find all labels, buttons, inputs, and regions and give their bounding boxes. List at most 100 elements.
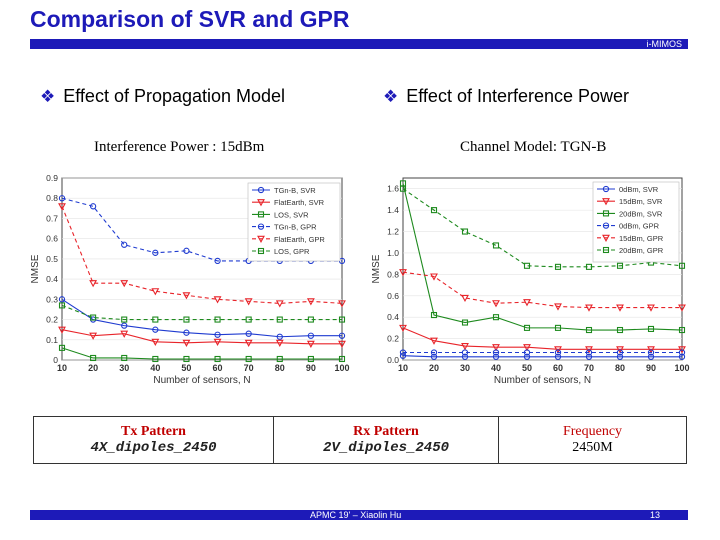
data-point	[430, 337, 438, 345]
rx-pattern-label: Rx Pattern	[353, 424, 419, 439]
y-tick-label: 0.4	[46, 274, 58, 284]
x-tick-label: 30	[119, 363, 129, 373]
data-point	[307, 332, 315, 339]
data-point	[585, 353, 593, 360]
data-point	[338, 300, 346, 308]
data-point	[89, 332, 98, 340]
data-point	[244, 339, 253, 347]
data-point	[245, 355, 252, 363]
data-point	[152, 355, 159, 363]
y-tick-label: 0.7	[46, 213, 58, 223]
y-tick-label: 0.2	[387, 334, 399, 344]
data-point	[678, 326, 686, 334]
frequency-cell: Frequency 2450M	[498, 416, 687, 464]
data-point	[523, 299, 531, 307]
series-line	[402, 355, 682, 358]
data-point	[276, 355, 283, 363]
y-tick-label: 1.6	[387, 184, 399, 194]
data-point	[213, 296, 222, 304]
data-point	[461, 319, 469, 326]
nmse-chart-propagation: 0 0.1 0.2 0.3 0.4 0.5 0.6 0.7 0.8 0.9 10 20 30 40 50 60…	[30, 173, 350, 386]
data-point	[616, 262, 624, 269]
data-point	[616, 326, 624, 334]
data-point	[90, 314, 97, 321]
data-point	[183, 355, 190, 363]
y-tick-label: 0.9	[46, 173, 58, 183]
data-point	[183, 329, 190, 336]
data-point	[647, 353, 655, 360]
data-point	[616, 304, 624, 312]
data-point	[307, 316, 314, 323]
data-point	[492, 242, 500, 249]
series-line	[402, 327, 682, 350]
x-tick-label: 10	[57, 363, 67, 373]
data-point	[461, 294, 469, 303]
data-point	[58, 302, 66, 309]
data-point	[647, 346, 655, 354]
y-tick-label: 0.2	[46, 315, 58, 325]
y-tick-label: 0.8	[387, 269, 399, 279]
data-point	[492, 344, 500, 352]
legend-marker	[602, 210, 610, 217]
legend-marker	[602, 198, 610, 206]
data-point	[89, 203, 97, 210]
data-point	[616, 346, 624, 354]
tx-pattern-label: Tx Pattern	[121, 424, 186, 439]
x-tick-label: 60	[553, 363, 563, 373]
legend-marker	[257, 247, 265, 255]
data-point	[58, 344, 66, 351]
legend-entry: 0dBm, GPR	[619, 222, 660, 231]
data-point	[213, 338, 222, 346]
data-point	[214, 316, 221, 323]
series-line	[61, 304, 342, 321]
x-tick-label: 80	[615, 363, 625, 373]
diamond-bullet-icon: ❖	[383, 87, 399, 106]
data-point	[307, 355, 314, 363]
x-tick-label: 80	[275, 363, 285, 373]
x-tick-label: 70	[244, 363, 254, 373]
data-point	[121, 354, 128, 362]
data-point	[461, 353, 469, 360]
data-point	[492, 314, 500, 321]
data-point	[678, 304, 686, 312]
legend-box	[592, 181, 680, 263]
x-tick-label: 20	[88, 363, 98, 373]
data-point	[121, 322, 128, 329]
legend-entry: LOS, GPR	[274, 247, 310, 256]
y-tick-label: 0.1	[46, 335, 58, 345]
y-tick-label: 1.2	[387, 227, 399, 237]
header-bar: i-MIMOS	[30, 39, 688, 49]
data-point	[244, 298, 253, 306]
series-line	[61, 206, 343, 304]
y-axis-label: NMSE	[30, 254, 41, 283]
x-axis-label: Number of sensors, N	[494, 375, 591, 386]
data-point	[399, 324, 407, 333]
data-point	[430, 273, 438, 281]
data-point	[338, 332, 346, 339]
x-tick-label: 100	[334, 363, 349, 373]
right-subheading: Channel Model: TGN-B	[460, 139, 607, 155]
data-point	[306, 298, 315, 306]
x-tick-label: 50	[522, 363, 532, 373]
data-point	[678, 262, 686, 269]
x-tick-label: 70	[584, 363, 594, 373]
data-point	[58, 195, 66, 202]
data-point	[430, 353, 438, 360]
data-point	[554, 349, 562, 356]
data-point	[151, 338, 160, 346]
legend-marker	[602, 185, 610, 193]
data-point	[492, 349, 500, 356]
x-axis-label: Number of sensors, N	[153, 375, 250, 386]
data-point	[276, 333, 283, 340]
legend-entry: TGn-B, SVR	[274, 186, 316, 195]
data-point	[151, 288, 160, 296]
y-tick-label: 0.5	[46, 254, 58, 264]
data-point	[276, 316, 283, 323]
data-point	[306, 340, 315, 348]
data-point	[585, 346, 593, 354]
x-tick-label: 90	[646, 363, 656, 373]
legend-entry: FlatEarth, GPR	[274, 235, 325, 244]
tx-pattern-value: 4X_dipoles_2450	[90, 440, 217, 456]
tx-pattern-cell: Tx Pattern 4X_dipoles_2450	[33, 416, 274, 464]
data-point	[430, 311, 438, 319]
